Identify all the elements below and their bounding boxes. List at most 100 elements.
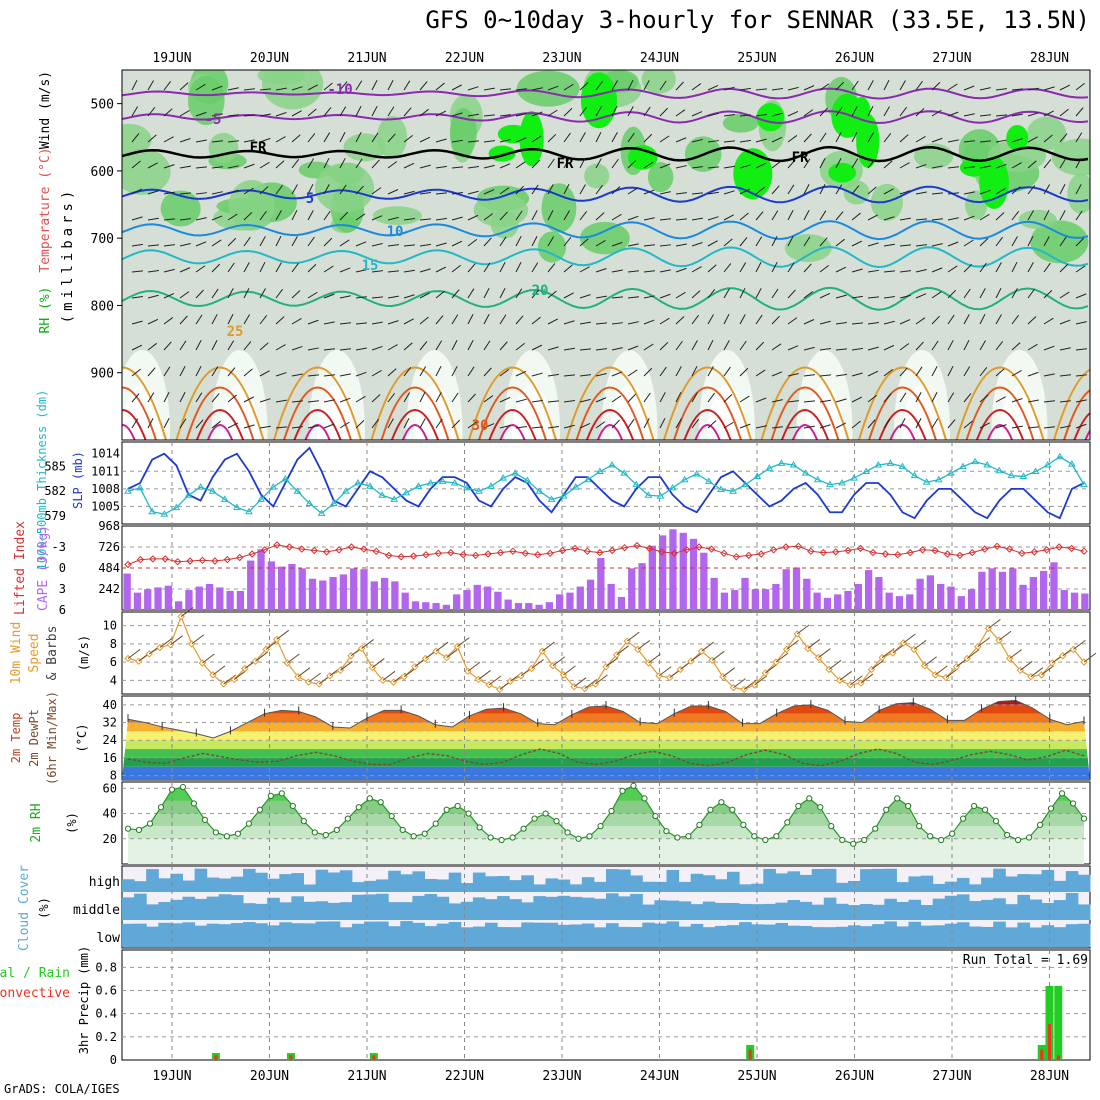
wind-barb: [1011, 236, 1018, 247]
wind-barb: [531, 399, 543, 403]
wind-barb: [966, 649, 980, 659]
wind-barb: [563, 400, 575, 403]
wind-barb: [627, 187, 638, 195]
isotherm-25: [272, 366, 363, 440]
wind-barb: [515, 288, 523, 299]
wind-barb: [355, 132, 362, 143]
wind-barb: [147, 342, 158, 351]
thickness-point: [245, 507, 253, 515]
wind-barb: [931, 391, 938, 403]
lifted-index-point: [198, 556, 207, 565]
wind-barb: [499, 88, 511, 91]
wind-barb: [1073, 639, 1086, 650]
wind-barb: [499, 187, 510, 195]
wind-barb: [947, 83, 958, 91]
wind-barb: [371, 80, 378, 91]
wind-barb: [467, 288, 475, 299]
wind-barb: [552, 656, 566, 667]
wind-barb: [419, 316, 429, 325]
isotherm-25: [1052, 368, 1090, 440]
wind-barb: [803, 400, 815, 403]
lifted-index-point: [968, 548, 976, 557]
wind-barb: [1011, 162, 1022, 169]
isotherm-label: FR: [250, 140, 267, 156]
cape-bar: [504, 599, 512, 610]
wind-barb: [627, 132, 635, 143]
wind-barb: [903, 633, 916, 644]
rh-point: [1014, 836, 1022, 844]
cloud-bar: [727, 925, 740, 947]
cloud-bar: [593, 881, 607, 892]
wind-barb: [419, 108, 429, 117]
cloud-bar: [351, 923, 365, 947]
wind-barb: [947, 111, 959, 117]
wind-barb: [787, 111, 799, 117]
rh-point: [992, 818, 1000, 825]
cloud-bar: [303, 923, 317, 947]
wind-barb: [515, 426, 527, 429]
thickness-point: [971, 457, 979, 465]
temp-band: [122, 722, 1090, 732]
cape-bar: [339, 574, 348, 610]
date-label-bottom: 19JUN: [152, 1069, 191, 1084]
cloud-bar: [146, 904, 159, 920]
wind-barb: [339, 322, 351, 325]
wind-barb: [323, 265, 334, 273]
rh-contour: [1067, 173, 1090, 214]
cloud-bar: [1065, 893, 1079, 920]
wind-barb: [163, 418, 170, 429]
wind-barb: [451, 191, 463, 195]
cloud-bar: [158, 902, 171, 920]
cloud-bar: [279, 922, 292, 947]
isotherm-28: [575, 386, 645, 440]
wind-barb: [195, 166, 207, 169]
wind-barb: [1059, 425, 1071, 429]
wind-barb: [819, 237, 828, 247]
wind-barb: [947, 217, 959, 221]
wind-barb: [899, 134, 909, 143]
wind-barb: [883, 393, 892, 403]
wind-label-2: Speed: [27, 633, 42, 672]
wind-barb: [595, 322, 607, 325]
wind-barb: [467, 393, 476, 403]
wind-barb: [1011, 138, 1023, 143]
wind-barb: [979, 238, 989, 247]
wind-barb: [179, 138, 191, 143]
cape-bar: [401, 592, 409, 610]
wind-barb: [659, 191, 671, 195]
wind-barb: [531, 111, 543, 117]
wind-barb: [1027, 160, 1037, 169]
isotherm-28: [965, 386, 1035, 440]
wind-barb: [547, 263, 556, 273]
cloud-bar: [884, 868, 897, 892]
cloud-bar: [678, 901, 692, 920]
cloud-bar: [533, 922, 546, 947]
wind-barb: [979, 340, 986, 351]
cape-bar: [473, 584, 481, 610]
cape-bar: [813, 592, 821, 610]
wind-barb: [1011, 186, 1021, 195]
wind-barb: [131, 368, 141, 377]
thickness-point: [438, 477, 447, 484]
wind-barb: [339, 397, 351, 403]
wind-barb: [1027, 136, 1038, 143]
wind-barb: [403, 190, 415, 195]
thickness-point: [753, 472, 762, 479]
thickness-point: [499, 474, 508, 481]
rh-point: [861, 836, 868, 844]
lifted-index-point: [285, 543, 294, 551]
wind-barb: [227, 189, 239, 195]
cloud-bar: [460, 901, 474, 920]
wind-barb: [867, 346, 879, 351]
wind-barb: [419, 292, 430, 299]
cloud-bar: [787, 925, 801, 947]
cloud-bar: [848, 880, 861, 892]
wind-barb: [931, 291, 942, 299]
lifted-index-point: [546, 549, 554, 558]
wind-barb: [451, 314, 459, 325]
isotherm-25: [467, 366, 558, 440]
wind-barb: [643, 244, 655, 247]
wind-barb: [483, 114, 495, 117]
wind-barb: [739, 340, 747, 351]
cloud-bar: [364, 894, 377, 920]
